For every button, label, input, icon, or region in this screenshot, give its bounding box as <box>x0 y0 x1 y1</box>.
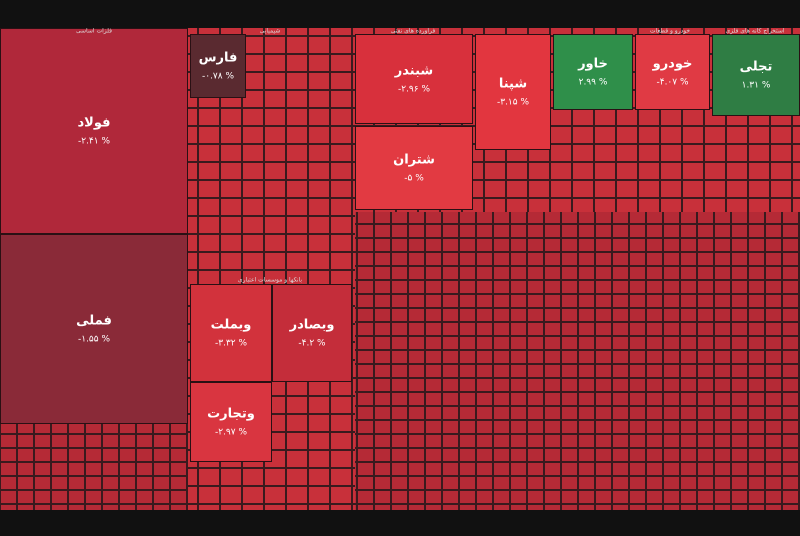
tile-name: فارس <box>199 51 238 66</box>
small-tiles <box>355 212 800 510</box>
tile-name: شبندر <box>394 64 433 79</box>
tile <box>272 284 352 382</box>
sector-label: فراورده های نفتی <box>391 28 436 35</box>
tile-value: -۵ % <box>404 174 424 184</box>
sector-label: شیمیایی <box>260 28 281 35</box>
sector-label: بانکها و موسسات اعتباری <box>238 277 302 284</box>
tile <box>553 34 633 110</box>
tile <box>0 28 188 234</box>
tile-name: خودرو <box>652 57 693 72</box>
tile-value: -۲.۹۷ % <box>215 428 247 438</box>
sector-label: خودرو و قطعات <box>650 28 690 35</box>
tile <box>190 284 272 382</box>
tile-name: وبملت <box>211 318 252 333</box>
tile-name: شتران <box>393 153 435 168</box>
tile <box>190 34 246 98</box>
tile-value: -۴.۲ % <box>298 339 326 349</box>
tile-value: ۲.۹۹ % <box>579 78 608 88</box>
tile <box>475 34 551 150</box>
tile <box>712 34 800 116</box>
tile-name: خاور <box>577 57 608 72</box>
tile-value: -۱.۵۵ % <box>78 335 110 345</box>
tile-name: فملی <box>76 314 112 329</box>
tile-value: -۲.۹۶ % <box>398 85 430 95</box>
sector-label: استخراج کانه های فلزی <box>725 28 784 35</box>
tile-value: -۳.۱۵ % <box>497 98 529 108</box>
tile-name: تجلی <box>740 60 773 75</box>
tile-name: وبصادر <box>289 318 335 333</box>
tile-value: -۴.۰۷ % <box>656 78 688 88</box>
tile <box>355 126 473 210</box>
tile-value: -۰.۷۸ % <box>202 72 234 82</box>
sector-label: فلزات اساسی <box>76 28 112 35</box>
small-tiles <box>0 424 188 510</box>
tile-name: فولاد <box>77 116 110 131</box>
tile <box>0 234 188 424</box>
tile-value: -۲.۴۱ % <box>78 137 110 147</box>
tile <box>190 382 272 462</box>
tile <box>635 34 710 110</box>
tile-name: شپنا <box>499 77 527 92</box>
tile <box>355 34 473 124</box>
tile-value: ۱.۳۱ % <box>742 81 771 91</box>
tile-name: وتجارت <box>207 407 255 422</box>
tile-value: -۳.۳۲ % <box>215 339 247 349</box>
